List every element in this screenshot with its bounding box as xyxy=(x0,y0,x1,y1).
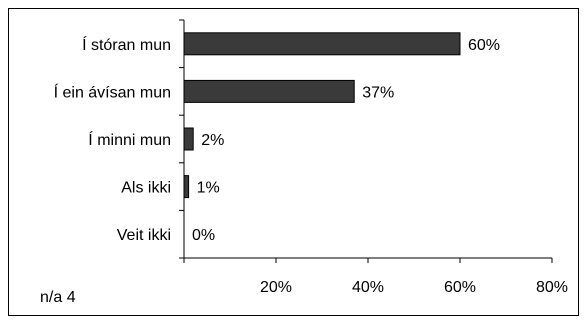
category-label: Í ein ávísan mun xyxy=(54,82,171,101)
category-labels: Í stóran mun Í ein ávísan mun Í minni mun A… xyxy=(54,35,171,244)
bar xyxy=(184,33,460,55)
note-label: n/a 4 xyxy=(40,289,76,306)
x-tick-label: 40% xyxy=(352,279,384,296)
data-label: 1% xyxy=(197,180,220,197)
category-label: Í minni mun xyxy=(88,130,171,149)
bar xyxy=(184,176,189,198)
category-label: Als ikki xyxy=(121,180,171,197)
category-label: Í stóran mun xyxy=(82,35,171,54)
bar xyxy=(184,128,193,150)
data-label: 60% xyxy=(468,37,500,54)
category-label: Veit ikki xyxy=(117,227,171,244)
x-tick-label: 60% xyxy=(444,279,476,296)
bar xyxy=(184,80,354,102)
x-tick-labels: 20% 40% 60% 80% xyxy=(260,279,568,296)
axes xyxy=(179,20,552,263)
data-label: 37% xyxy=(362,84,394,101)
data-label: 0% xyxy=(192,227,215,244)
x-tick-label: 80% xyxy=(536,279,568,296)
x-tick-label: 20% xyxy=(260,279,292,296)
data-label: 2% xyxy=(201,132,224,149)
bars xyxy=(184,33,460,198)
value-labels: 60% 37% 2% 1% 0% xyxy=(192,37,500,244)
